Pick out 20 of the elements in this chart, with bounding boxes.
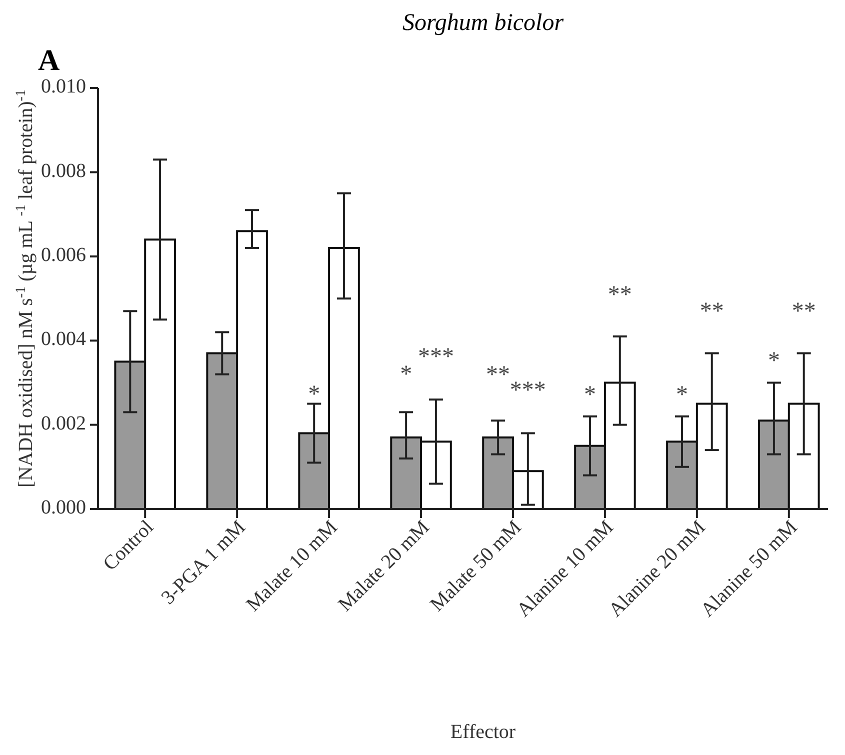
- annotation: *: [676, 382, 688, 408]
- annotation: **: [608, 282, 632, 308]
- y-tick-label: 0.004: [41, 328, 86, 350]
- y-tick-label: 0.006: [41, 244, 86, 266]
- annotation: ***: [418, 344, 454, 370]
- chart-title: Sorghum bicolor: [402, 10, 564, 36]
- annotation: *: [400, 362, 412, 388]
- annotation: ***: [510, 378, 546, 404]
- y-tick-label: 0.010: [41, 76, 86, 98]
- y-tick-label: 0.002: [41, 412, 86, 434]
- annotation: **: [700, 298, 724, 325]
- y-tick-label: 0.000: [41, 496, 86, 519]
- annotation: *: [768, 348, 780, 374]
- text: A: [38, 44, 60, 77]
- annotation: **: [792, 298, 816, 325]
- annotation: **: [486, 362, 510, 388]
- y-tick-label: 0.008: [41, 160, 86, 182]
- x-axis-title: Effector: [450, 721, 516, 743]
- annotation: *: [308, 381, 320, 408]
- annotation: *: [584, 382, 596, 408]
